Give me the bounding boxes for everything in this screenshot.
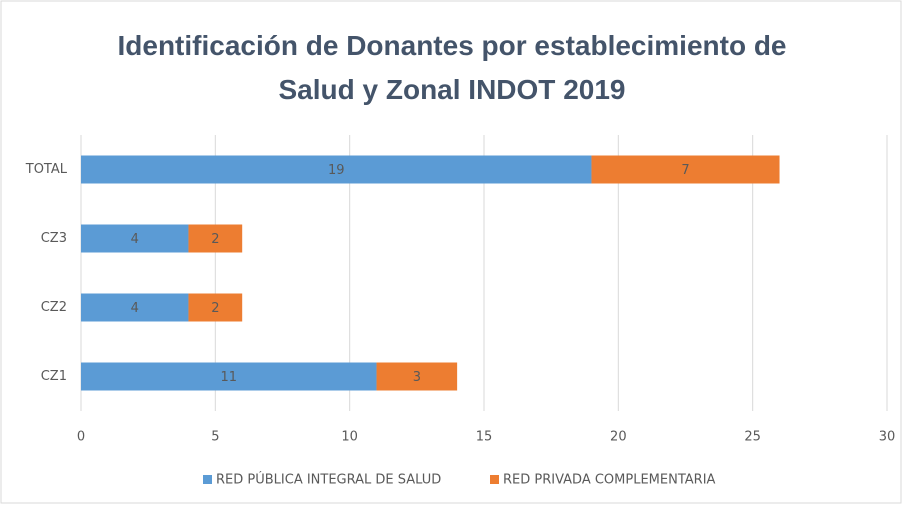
bar-segment — [81, 362, 377, 391]
x-tick-label: 15 — [476, 430, 493, 445]
data-label: 11 — [220, 370, 237, 385]
bar-segment — [81, 224, 189, 253]
bar-segment — [188, 224, 243, 253]
data-label: 7 — [681, 163, 689, 178]
x-tick-label: 25 — [744, 430, 761, 445]
data-label: 4 — [131, 301, 139, 316]
legend-swatch — [490, 475, 499, 484]
bar-segment — [81, 155, 592, 184]
data-label: 19 — [328, 163, 345, 178]
x-tick-label: 10 — [341, 430, 358, 445]
data-label: 3 — [413, 370, 421, 385]
data-label: 4 — [131, 232, 139, 247]
data-label: 2 — [211, 301, 219, 316]
y-tick-label: CZ3 — [41, 231, 67, 246]
y-tick-label: CZ1 — [41, 369, 67, 384]
chart-title: Identificación de Donantes por estableci… — [117, 30, 787, 105]
x-tick-label: 0 — [77, 430, 85, 445]
bar-segment — [81, 293, 189, 322]
x-tick-label: 20 — [610, 430, 627, 445]
y-tick-label: TOTAL — [25, 162, 68, 177]
legend-swatch — [203, 475, 212, 484]
y-tick-label: CZ2 — [41, 300, 67, 315]
x-tick-label: 5 — [211, 430, 219, 445]
bar-segment — [376, 362, 458, 391]
legend-label: RED PRIVADA COMPLEMENTARIA — [503, 473, 716, 488]
data-label: 2 — [211, 232, 219, 247]
legend-label: RED PÚBLICA INTEGRAL DE SALUD — [216, 472, 441, 488]
x-tick-label: 30 — [879, 430, 896, 445]
bar-segment — [591, 155, 780, 184]
bar-segment — [188, 293, 243, 322]
